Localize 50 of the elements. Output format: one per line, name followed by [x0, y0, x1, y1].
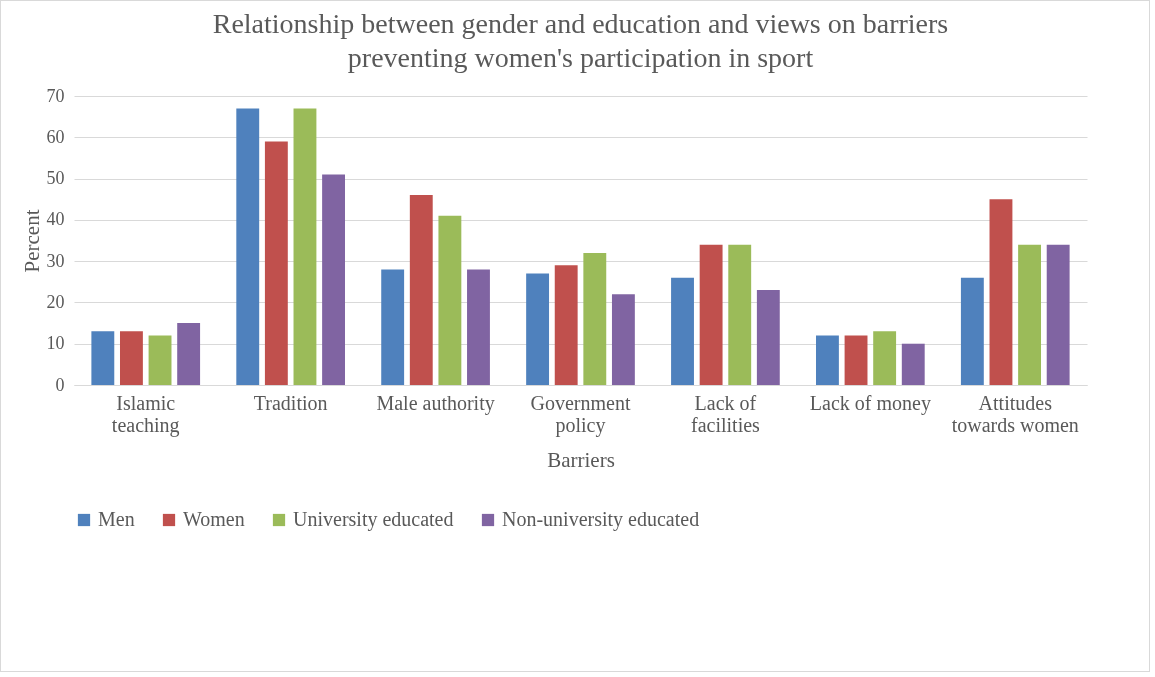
bar: [583, 252, 607, 385]
x-tick-label: Attitudes towards women: [951, 391, 1079, 436]
y-tick-label: 10: [46, 333, 65, 354]
bar: [728, 244, 752, 385]
y-tick-label: 30: [46, 250, 65, 271]
bar: [264, 141, 288, 385]
legend-label: Women: [183, 508, 245, 530]
bar: [699, 244, 723, 385]
bar: [293, 108, 317, 385]
bar: [467, 269, 490, 385]
bar: [989, 199, 1013, 385]
bar: [844, 335, 868, 385]
y-tick-label: 60: [46, 126, 65, 147]
x-tick-label: Government policy: [530, 391, 631, 437]
bar: [671, 277, 694, 385]
y-tick-label: 40: [46, 209, 65, 230]
legend-label: University educated: [293, 508, 454, 531]
bar: [381, 269, 405, 385]
bar: [1046, 244, 1070, 385]
y-tick-label: 20: [46, 291, 65, 312]
bar: [873, 331, 897, 385]
bar: [91, 331, 115, 385]
x-axis-title: Barriers: [547, 447, 615, 472]
y-axis-title: Percent: [19, 209, 44, 273]
bar: [119, 331, 143, 385]
bar: [438, 215, 462, 385]
bar: [756, 290, 780, 385]
y-tick-label: 70: [46, 85, 65, 106]
x-tick-label: Lack of money: [809, 391, 931, 415]
bar: [148, 335, 172, 385]
bar: [526, 273, 550, 385]
chart-title: Relationship between gender and education and views on barriers preventing women's participation in sport: [212, 8, 949, 73]
bar: [554, 265, 578, 385]
bar: [901, 343, 925, 385]
bar: [236, 108, 260, 385]
bar: [816, 335, 839, 385]
bar: [322, 174, 345, 385]
bar: [177, 323, 201, 385]
x-tick-label: Islamic teaching: [111, 391, 180, 437]
bar: [409, 195, 433, 385]
x-tick-label: Tradition: [253, 391, 328, 414]
x-tick-label: Lack of facilities: [690, 391, 761, 436]
bar: [611, 294, 635, 385]
y-tick-label: 0: [55, 374, 65, 395]
x-tick-label: Male authority: [376, 391, 495, 415]
bar: [1018, 244, 1042, 385]
legend-label: Men: [98, 508, 135, 530]
y-tick-label: 50: [46, 168, 65, 189]
bar: [960, 277, 984, 385]
legend-label: Non-university educated: [502, 508, 700, 531]
